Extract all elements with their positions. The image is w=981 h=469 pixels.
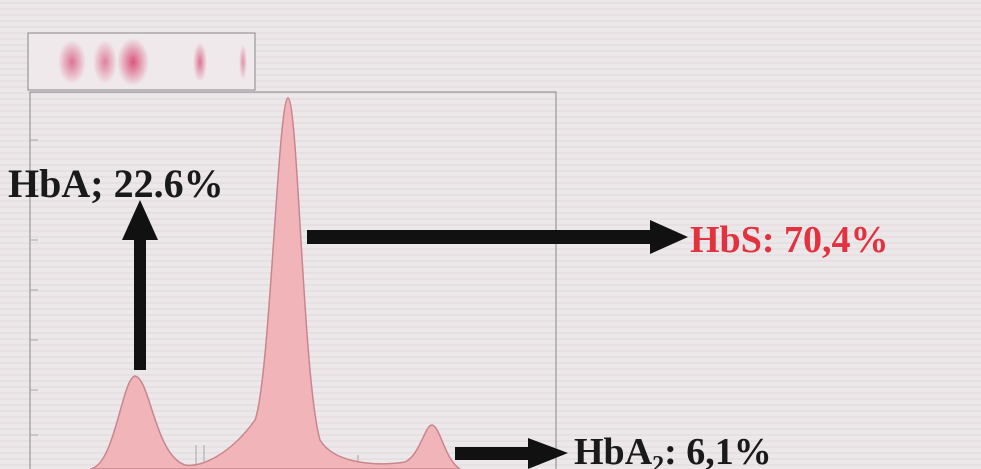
hba-label: HbA; 22.6% <box>8 161 224 206</box>
figure: HbA; 22.6% HbS: 70,4% HbA2: 6,1% <box>0 0 981 469</box>
page: {"annotations": { "hba": {"text": "HbA; … <box>0 0 981 469</box>
hbs-label: HbS: 70,4% <box>690 219 888 261</box>
hba2-label: HbA2: 6,1% <box>574 431 772 469</box>
gel-strip <box>28 33 255 90</box>
hba2-prefix: HbA <box>574 431 653 469</box>
hba2-subscript: 2 <box>652 452 664 469</box>
hba2-suffix: : 6,1% <box>664 431 772 469</box>
